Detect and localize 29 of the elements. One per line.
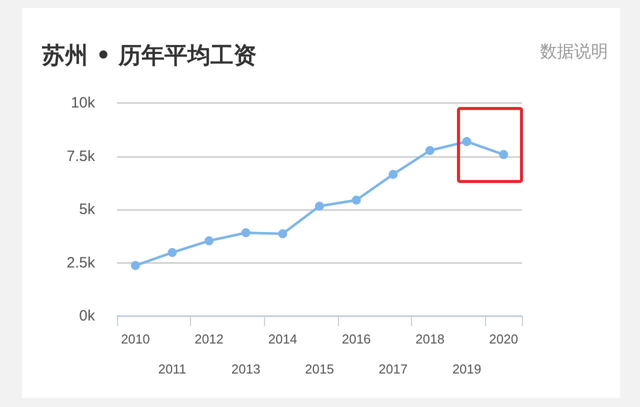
text: 数据说明 bbox=[540, 41, 608, 63]
point bbox=[168, 248, 177, 258]
x-tick-label: 2012 bbox=[194, 332, 224, 346]
x-tick-label: 2013 bbox=[231, 362, 260, 376]
x-tick-label: 2017 bbox=[378, 362, 408, 376]
point bbox=[130, 261, 140, 270]
x-tick-label: 2019 bbox=[452, 362, 482, 376]
y-tick-label: 5k bbox=[79, 201, 96, 218]
point bbox=[278, 229, 288, 238]
point bbox=[204, 236, 214, 246]
x-tick-label: 2014 bbox=[268, 332, 298, 346]
x-tick-label: 2016 bbox=[342, 332, 371, 346]
x-tick-label: 2018 bbox=[415, 332, 444, 346]
x-tick-label: 2010 bbox=[120, 332, 150, 346]
point bbox=[462, 137, 472, 146]
x-tick-label: 2015 bbox=[305, 362, 334, 376]
point bbox=[425, 146, 434, 155]
y-tick-label: 0k bbox=[79, 308, 96, 324]
point bbox=[315, 202, 324, 211]
point bbox=[499, 150, 508, 160]
point bbox=[352, 196, 361, 205]
y-tick-label: 7.5k bbox=[66, 148, 96, 165]
x-tick-label: 2011 bbox=[158, 362, 186, 376]
x-tick-label: 2020 bbox=[489, 332, 518, 346]
chart-title: 苏州 • 历年平均工资 bbox=[42, 42, 257, 71]
point bbox=[241, 228, 250, 238]
y-tick-label: 10k bbox=[70, 94, 96, 112]
y-tick-label: 2.5k bbox=[66, 254, 96, 272]
point bbox=[388, 170, 398, 179]
